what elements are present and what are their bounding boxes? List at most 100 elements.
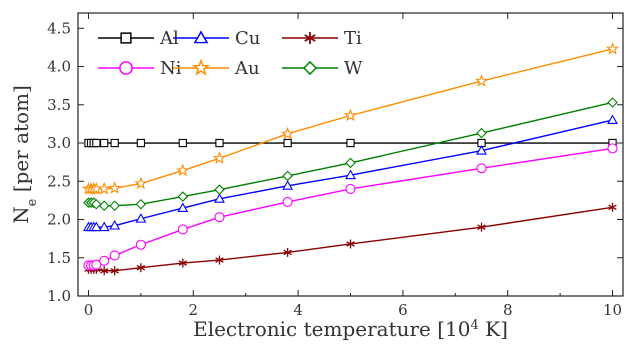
data-point-ti [215,255,224,265]
legend-marker-ti-stroke [304,34,316,42]
data-point-w [345,157,356,169]
data-point-ni [91,259,102,270]
legend-marker-ti [304,31,316,45]
data-point-w [98,200,110,212]
data-point-au [176,163,190,177]
data-point-au [97,181,111,195]
data-point-ti-stroke [178,260,188,266]
data-point-cu [109,220,121,230]
legend-marker-al [120,32,132,44]
y-tick-label: 3.0 [47,134,71,152]
y-axis-label-main: N [9,206,33,224]
x-axis-label-main: Electronic temperature [10 [193,317,470,341]
data-point-ti [110,266,119,276]
y-tick-label: 1.0 [47,287,71,305]
data-point-w [177,191,189,202]
legend-label-al: Al [159,28,179,49]
data-point-cu [177,202,189,212]
y-tick-label: 2.5 [47,172,71,190]
data-point-w [135,198,147,210]
y-axis-label-sub: e [25,198,40,206]
data-point-ni [214,212,225,223]
data-point-al [100,138,109,148]
x-axis-label: Electronic temperature [104 K] [193,317,508,341]
data-point-ni [177,224,188,235]
data-point-cu [282,180,294,190]
legend: Al Cu Ti Ni Au W [98,28,363,79]
data-point-au [605,41,620,55]
data-point-cu [214,193,225,203]
legend-marker-ni [119,61,133,75]
data-point-al [178,138,187,148]
y-tick-label: 4.5 [47,19,71,37]
y-axis-label-end: [per atom] [9,85,33,199]
data-point-ni [607,143,618,154]
x-axis-label-sup: 4 [471,318,479,333]
data-point-ni [135,239,146,250]
data-point-w [282,170,293,182]
x-tick-label: 8 [503,301,513,319]
data-point-w [214,184,225,195]
data-point-ni [476,163,487,174]
y-tick-label: 2.0 [47,211,71,229]
data-point-ti-stroke [136,264,146,271]
data-point-w [91,198,102,210]
data-point-cu [607,114,618,125]
data-point-ni [282,196,293,207]
data-point-ti-stroke [346,241,355,247]
legend-label-au: Au [234,58,260,79]
legend-label-w: W [344,58,363,79]
data-point-cu [135,213,147,223]
data-point-au [212,151,227,164]
legend-label-cu: Cu [235,28,260,49]
x-tick-label: 0 [84,301,94,319]
plot-frame [77,12,624,297]
data-point-al [92,138,101,148]
x-tick-label: 2 [189,301,199,319]
data-point-ni [99,255,110,266]
data-point-al [283,138,292,148]
series-layer [81,41,620,276]
y-tick-label: 4.0 [47,58,71,76]
data-point-au [343,108,358,122]
series-line-ti [88,206,613,272]
legend-label-ni: Ni [160,58,182,79]
legend-marker-cu [193,30,209,44]
data-point-ti [477,222,486,232]
data-point-ni [345,183,356,194]
data-point-al [136,138,146,148]
data-point-ni [109,250,120,261]
data-point-w [109,200,120,212]
data-point-ti [99,266,109,276]
x-tick-label: 4 [293,301,303,319]
data-point-ti [136,263,146,273]
y-tick-label: 1.5 [47,249,71,267]
data-point-al [110,138,119,148]
data-point-au [134,176,148,190]
data-point-au [108,181,122,194]
legend-marker-w [302,60,318,76]
data-point-al [215,138,224,148]
data-point-w [476,127,487,139]
x-axis-label-end: K] [479,317,508,341]
data-point-ti-stroke [608,204,617,211]
data-point-ti [283,247,292,257]
data-point-ti-stroke [99,267,109,274]
legend-marker-au [192,58,210,76]
y-axis-label: Ne [per atom] [9,85,40,224]
data-point-ti [608,202,617,212]
x-tick-label: 10 [603,301,622,319]
data-point-ti [178,258,188,268]
data-point-w [607,97,618,108]
data-point-ti-stroke [215,257,224,263]
legend-label-ti: Ti [344,28,362,49]
y-tick-label: 3.5 [47,96,71,114]
data-point-cu [476,145,487,155]
data-point-cu [90,221,102,232]
data-point-ti-stroke [283,249,292,256]
data-point-al [346,138,355,148]
data-point-ti-stroke [477,224,486,230]
x-tick-label: 6 [398,301,408,319]
axis-ticks: 0 2 4 6 8 10 1.0 1.5 2.0 2.5 3.0 3.5 4.0 4.5 [47,13,623,319]
data-point-au [474,74,489,87]
